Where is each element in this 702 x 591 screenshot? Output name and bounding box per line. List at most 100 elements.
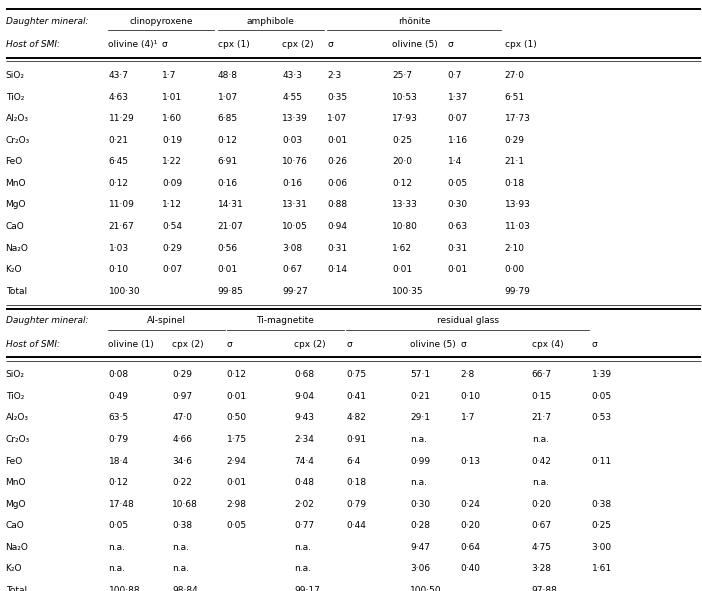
Text: 0·26: 0·26	[327, 157, 347, 166]
Text: n.a.: n.a.	[173, 543, 190, 552]
Text: 0·79: 0·79	[109, 435, 128, 444]
Text: 0·06: 0·06	[327, 179, 347, 188]
Text: 3·08: 3·08	[282, 243, 303, 252]
Text: 66·7: 66·7	[531, 371, 552, 379]
Text: 0·67: 0·67	[282, 265, 303, 274]
Text: 0·07: 0·07	[448, 114, 468, 123]
Text: 10·76: 10·76	[282, 157, 308, 166]
Text: 0·01: 0·01	[227, 392, 246, 401]
Text: Total: Total	[6, 586, 27, 591]
Text: σ: σ	[227, 340, 232, 349]
Text: 1·07: 1·07	[218, 93, 238, 102]
Text: 0·03: 0·03	[282, 136, 303, 145]
Text: 100·88: 100·88	[109, 586, 140, 591]
Text: FeO: FeO	[6, 457, 23, 466]
Text: 100·50: 100·50	[410, 586, 442, 591]
Text: 9·47: 9·47	[410, 543, 430, 552]
Text: olivine (4)¹: olivine (4)¹	[109, 40, 158, 50]
Text: 2·34: 2·34	[294, 435, 314, 444]
Text: Cr₂O₃: Cr₂O₃	[6, 136, 30, 145]
Text: n.a.: n.a.	[531, 435, 549, 444]
Text: 100·30: 100·30	[109, 287, 140, 296]
Text: Na₂O: Na₂O	[6, 543, 29, 552]
Text: 2·98: 2·98	[227, 500, 246, 509]
Text: 1·4: 1·4	[448, 157, 462, 166]
Text: 1·22: 1·22	[162, 157, 182, 166]
Text: 0·01: 0·01	[227, 478, 246, 487]
Text: 0·01: 0·01	[327, 136, 347, 145]
Text: 0·10: 0·10	[461, 392, 481, 401]
Text: 4·66: 4·66	[173, 435, 192, 444]
Text: 1·7: 1·7	[162, 71, 176, 80]
Text: 0·28: 0·28	[410, 521, 430, 530]
Text: 0·05: 0·05	[592, 392, 611, 401]
Text: olivine (5): olivine (5)	[410, 340, 456, 349]
Text: 4·82: 4·82	[346, 414, 366, 423]
Text: 0·68: 0·68	[294, 371, 314, 379]
Text: 6·85: 6·85	[218, 114, 238, 123]
Text: 11·03: 11·03	[505, 222, 531, 231]
Text: 17·93: 17·93	[392, 114, 418, 123]
Text: 57·1: 57·1	[410, 371, 430, 379]
Text: 0·49: 0·49	[109, 392, 128, 401]
Text: 1·39: 1·39	[592, 371, 611, 379]
Text: 1·37: 1·37	[448, 93, 468, 102]
Text: MgO: MgO	[6, 200, 26, 209]
Text: 99·17: 99·17	[294, 586, 320, 591]
Text: cpx (1): cpx (1)	[218, 40, 249, 50]
Text: 1·62: 1·62	[392, 243, 412, 252]
Text: 0·79: 0·79	[346, 500, 366, 509]
Text: 0·29: 0·29	[505, 136, 524, 145]
Text: 27·0: 27·0	[505, 71, 524, 80]
Text: 2·94: 2·94	[227, 457, 246, 466]
Text: cpx (2): cpx (2)	[282, 40, 314, 50]
Text: SiO₂: SiO₂	[6, 71, 25, 80]
Text: Al₂O₃: Al₂O₃	[6, 114, 29, 123]
Text: 13·93: 13·93	[505, 200, 531, 209]
Text: n.a.: n.a.	[294, 564, 311, 573]
Text: 0·40: 0·40	[461, 564, 481, 573]
Text: n.a.: n.a.	[109, 564, 126, 573]
Text: 4·55: 4·55	[282, 93, 303, 102]
Text: 0·31: 0·31	[448, 243, 468, 252]
Text: 10·53: 10·53	[392, 93, 418, 102]
Text: 0·88: 0·88	[327, 200, 347, 209]
Text: 0·08: 0·08	[109, 371, 128, 379]
Text: 0·20: 0·20	[531, 500, 552, 509]
Text: 9·43: 9·43	[294, 414, 314, 423]
Text: 0·7: 0·7	[448, 71, 462, 80]
Text: 21·07: 21·07	[218, 222, 244, 231]
Text: 0·48: 0·48	[294, 478, 314, 487]
Text: 3·06: 3·06	[410, 564, 430, 573]
Text: 48·8: 48·8	[218, 71, 237, 80]
Text: 74·4: 74·4	[294, 457, 314, 466]
Text: 0·75: 0·75	[346, 371, 366, 379]
Text: 0·91: 0·91	[346, 435, 366, 444]
Text: 0·30: 0·30	[448, 200, 468, 209]
Text: 0·11: 0·11	[592, 457, 611, 466]
Text: 0·53: 0·53	[592, 414, 611, 423]
Text: 0·15: 0·15	[531, 392, 552, 401]
Text: 21·1: 21·1	[505, 157, 524, 166]
Text: K₂O: K₂O	[6, 265, 22, 274]
Text: 0·12: 0·12	[109, 179, 128, 188]
Text: 1·61: 1·61	[592, 564, 611, 573]
Text: 0·50: 0·50	[227, 414, 246, 423]
Text: 20·0: 20·0	[392, 157, 412, 166]
Text: 3·00: 3·00	[592, 543, 611, 552]
Text: 0·24: 0·24	[461, 500, 481, 509]
Text: 0·99: 0·99	[410, 457, 430, 466]
Text: MgO: MgO	[6, 500, 26, 509]
Text: 2·10: 2·10	[505, 243, 524, 252]
Text: 0·42: 0·42	[531, 457, 552, 466]
Text: 10·68: 10·68	[173, 500, 198, 509]
Text: Daughter mineral:: Daughter mineral:	[6, 316, 88, 325]
Text: 0·67: 0·67	[531, 521, 552, 530]
Text: Ti-magnetite: Ti-magnetite	[256, 316, 314, 325]
Text: 0·05: 0·05	[109, 521, 128, 530]
Text: 0·64: 0·64	[461, 543, 481, 552]
Text: 21·7: 21·7	[531, 414, 552, 423]
Text: 2·8: 2·8	[461, 371, 475, 379]
Text: 99·27: 99·27	[282, 287, 308, 296]
Text: 0·29: 0·29	[162, 243, 182, 252]
